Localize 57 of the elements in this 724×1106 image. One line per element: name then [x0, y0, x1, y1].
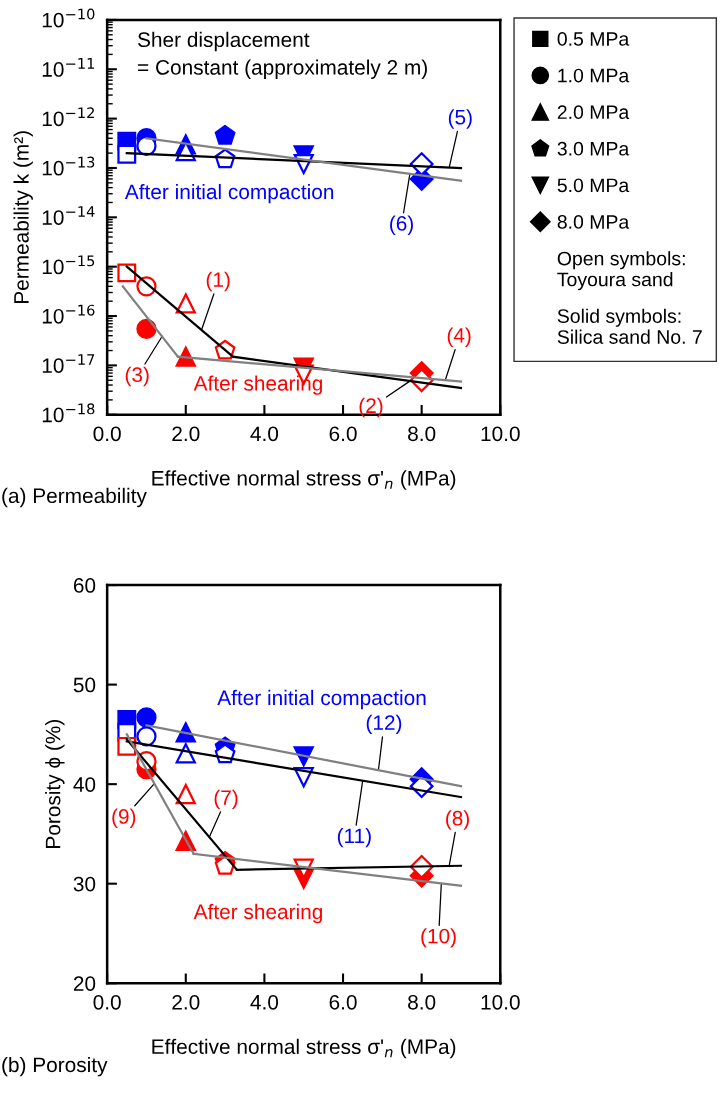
y-tick-label: 10$^{−17}$	[42, 354, 95, 374]
annotation: (6)	[390, 215, 413, 235]
text: Solid symbols: Silica sand No. 7	[557, 308, 702, 344]
x-tick-label: 8.0	[408, 426, 436, 442]
legend-label: 2.0 MPa	[557, 105, 630, 120]
y-tick-label: 10$^{−16}$	[42, 304, 95, 324]
x-tick-label: 10.0	[481, 426, 520, 442]
x-tick-label: 4.0	[250, 994, 279, 1010]
x-tick-label: 0.0	[93, 994, 121, 1010]
annotation: (7)	[214, 789, 238, 810]
annotation: (1)	[206, 271, 230, 292]
y-tick-label: 60	[73, 578, 96, 593]
annotation: (8)	[446, 810, 469, 830]
x-tick-label: 10.0	[481, 994, 520, 1010]
x-tick-label: 4.0	[250, 426, 279, 442]
annotation: After initial compaction	[124, 183, 334, 204]
y-tick-label: 50	[73, 677, 96, 693]
annotation: (4)	[447, 327, 471, 347]
x-tick-label: 6.0	[329, 994, 357, 1010]
annotation: (12)	[366, 714, 402, 735]
text: (a) Permeability	[2, 487, 147, 508]
annotation: After initial compaction	[217, 689, 426, 710]
annotation: (11)	[337, 827, 371, 848]
y-tick-label: 10$^{−12}$	[42, 107, 94, 127]
y-tick-label: 40	[73, 777, 96, 792]
annotation: After shearing	[193, 903, 322, 924]
annotation: (10)	[421, 928, 456, 948]
y-axis-title: Porosity ϕ (%)	[45, 719, 65, 848]
x-axis-title: Effective normal stress σ'$_{n}$ (MPa)	[152, 470, 456, 490]
x-tick-label: 0.0	[93, 426, 121, 442]
text: (b) Porosity	[2, 1056, 108, 1077]
annotation: (2)	[359, 397, 383, 418]
x-tick-label: 8.0	[408, 994, 436, 1010]
legend-label: 5.0 MPa	[557, 178, 630, 193]
annotation: (9)	[112, 808, 136, 828]
x-tick-label: 6.0	[329, 426, 357, 442]
annotation: Sher displacement = Constant (approximately 2 m)	[137, 31, 427, 79]
y-tick-label: 30	[73, 876, 96, 892]
y-tick-label: 10$^{−13}$	[42, 156, 95, 176]
y-tick-label: 10$^{−14}$	[42, 206, 95, 225]
x-tick-label: 2.0	[172, 426, 200, 442]
legend-label: 0.5 MPa	[557, 32, 630, 46]
y-tick-label: 10$^{−10}$	[42, 8, 95, 28]
annotation: After shearing	[193, 375, 322, 395]
annotation: (5)	[448, 109, 472, 129]
legend-label: 8.0 MPa	[557, 215, 630, 229]
x-tick-label: 2.0	[172, 994, 200, 1010]
y-axis-title: Permeability k (m²)	[13, 131, 33, 304]
y-tick-label: 20	[73, 976, 96, 991]
legend-label: 1.0 MPa	[558, 68, 630, 83]
y-tick-label: 10$^{−11}$	[42, 58, 95, 77]
y-tick-label: 10$^{−18}$	[42, 403, 95, 423]
annotation: (3)	[125, 366, 149, 387]
legend-label: 3.0 MPa	[557, 141, 630, 156]
y-tick-label: 10$^{−15}$	[42, 255, 95, 275]
text: Open symbols: Toyoura sand	[557, 251, 685, 291]
x-axis-title: Effective normal stress σ'$_{n}$ (MPa)	[152, 1038, 456, 1059]
